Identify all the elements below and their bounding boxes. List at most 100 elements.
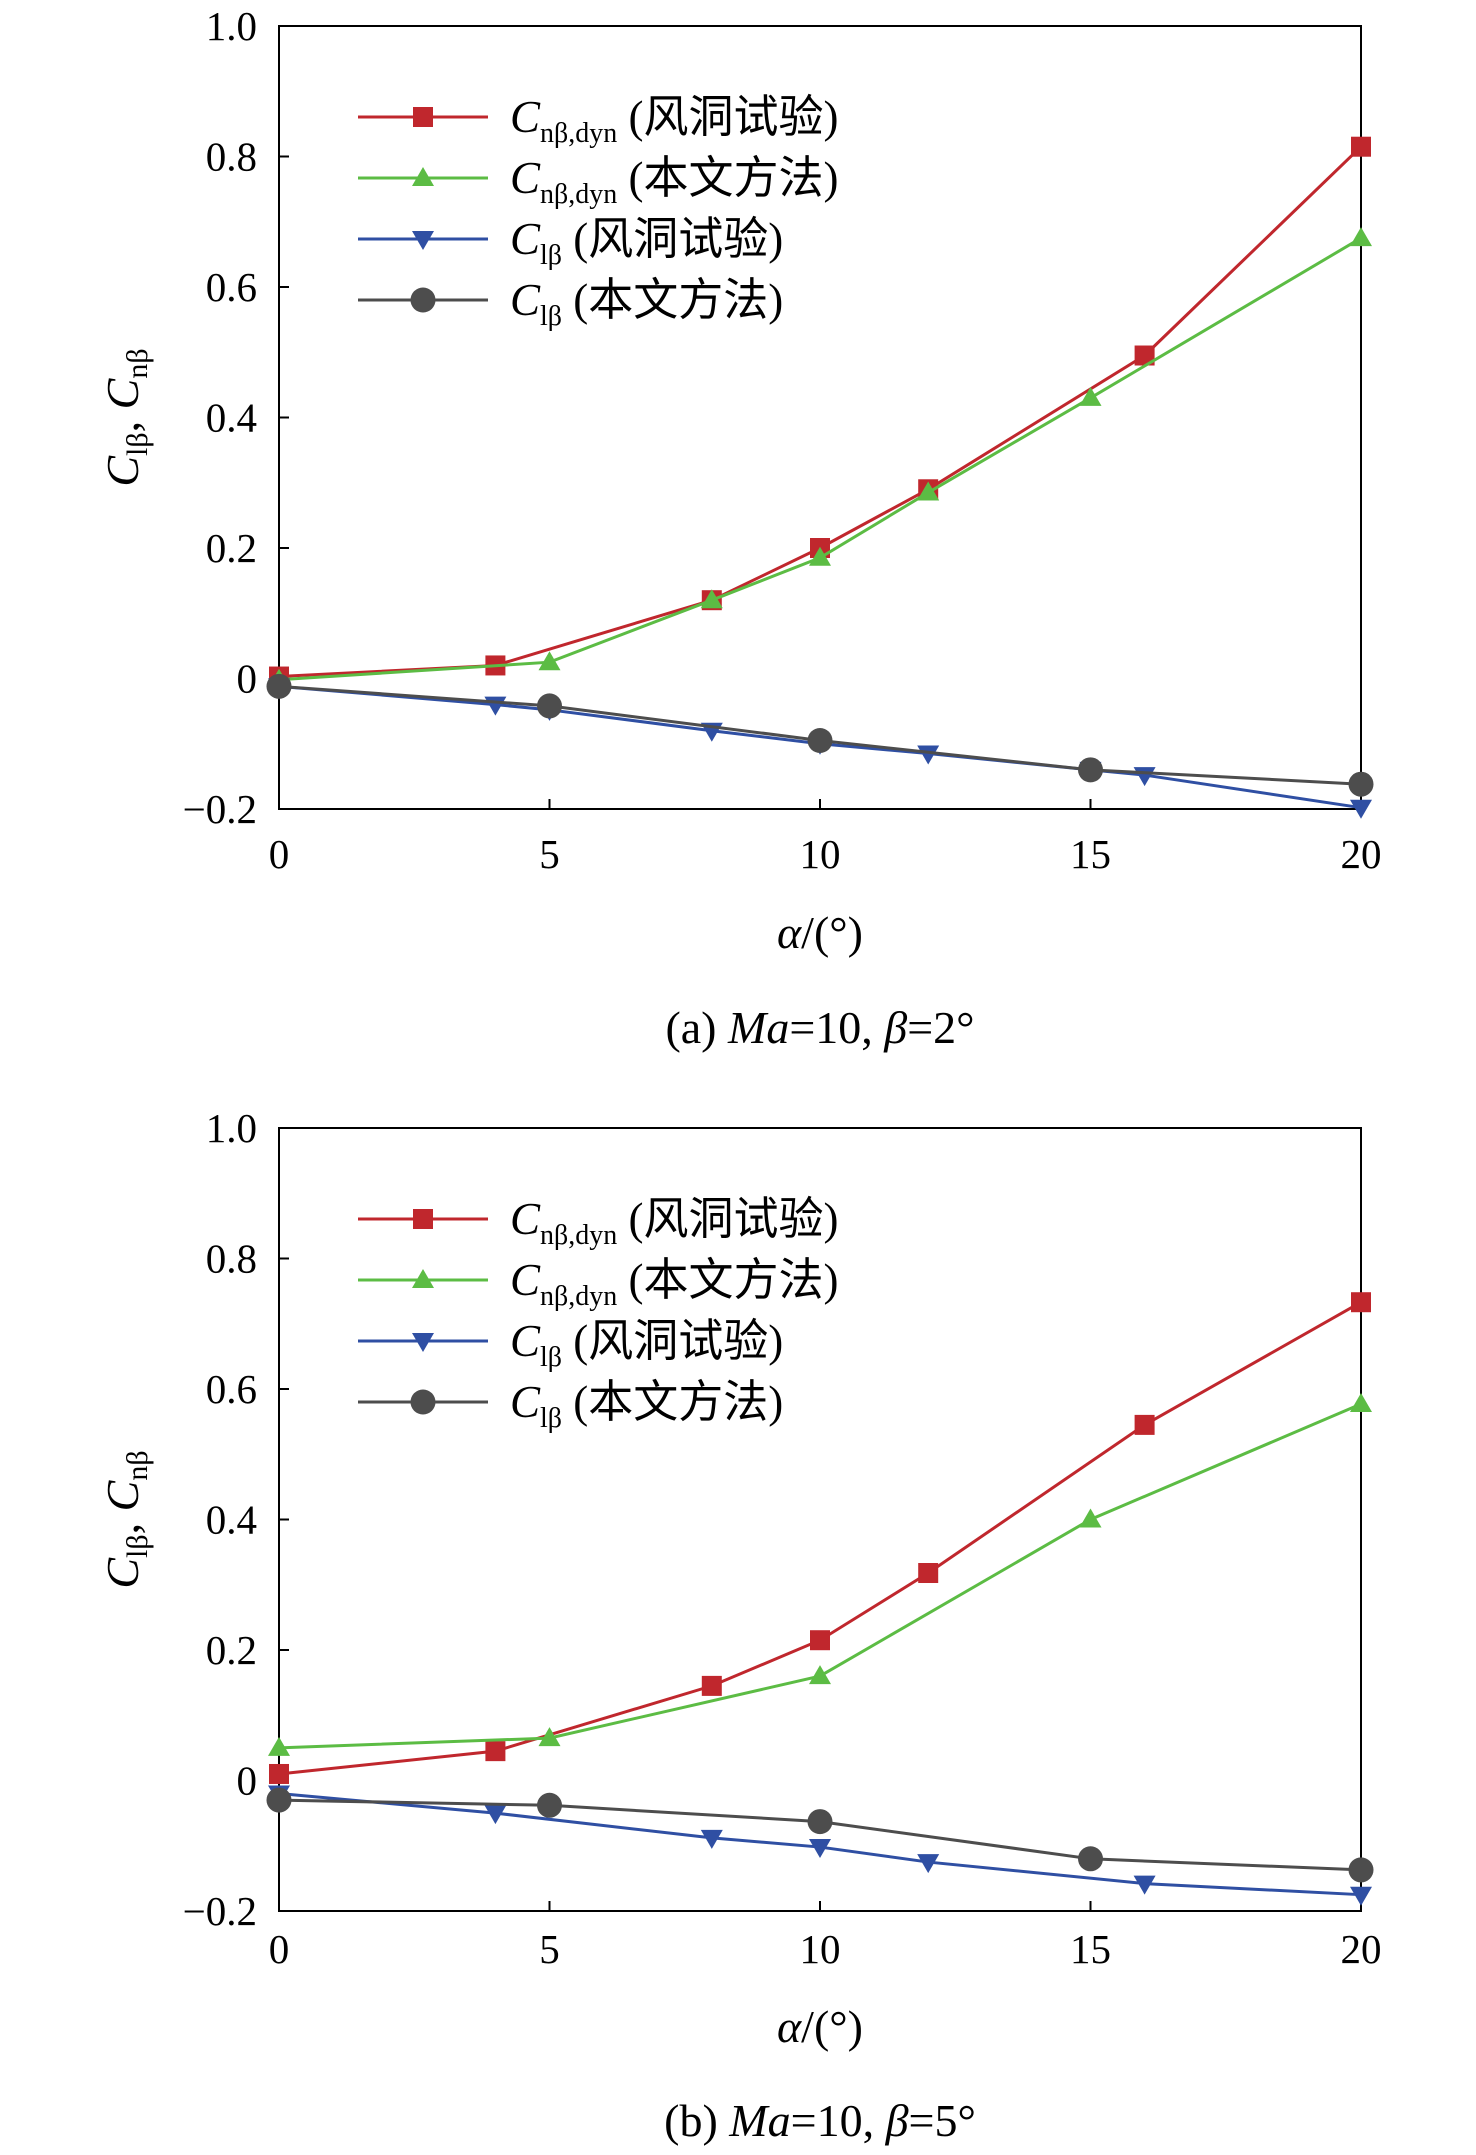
legend-label-sub: nβ,dyn	[540, 118, 617, 149]
data-point	[1350, 227, 1372, 247]
caption-prefix: (b)	[664, 2095, 729, 2146]
y-axis-label-sep: ,	[97, 1511, 148, 1534]
y-tick-label: 1.0	[206, 1105, 257, 1151]
legend-label: Clβ (风洞试验)	[510, 214, 783, 271]
legend-label-sub: lβ	[540, 1403, 562, 1434]
legend-marker	[410, 287, 436, 313]
data-point	[537, 1792, 562, 1818]
y-axis-label-sep: ,	[97, 409, 148, 432]
data-point	[810, 1630, 830, 1651]
caption-rest: =10,	[789, 1002, 884, 1053]
y-axis-label-sub2: nβ	[121, 1450, 154, 1480]
y-tick-label: 0.4	[206, 1497, 257, 1543]
legend-label-sub: nβ,dyn	[540, 1281, 617, 1312]
legend-marker	[410, 1389, 436, 1415]
data-point	[700, 1829, 723, 1849]
caption-rest: =10,	[791, 2095, 886, 2146]
data-point	[1348, 771, 1374, 797]
x-tick-label: 15	[1070, 831, 1111, 877]
legend-marker	[412, 1269, 434, 1288]
data-point	[266, 1787, 292, 1813]
legend-label-sub: lβ	[540, 301, 562, 332]
y-tick-label: 0	[237, 656, 258, 702]
legend-label-c: C	[510, 214, 541, 264]
data-point	[1350, 1886, 1372, 1906]
legend-label: Cnβ,dyn (风洞试验)	[510, 1194, 839, 1251]
data-point	[1348, 1857, 1374, 1883]
legend-label-sub: lβ	[540, 1342, 562, 1373]
x-axis-label: α/(°)	[777, 907, 863, 958]
data-point	[917, 1854, 940, 1874]
data-point	[538, 1727, 561, 1747]
caption-beta: β	[885, 2095, 909, 2146]
y-axis-label-c2: C	[97, 1479, 148, 1511]
legend-label: Cnβ,dyn (风洞试验)	[510, 92, 839, 149]
y-tick-label: 0.2	[206, 525, 257, 571]
series-3: Clβ (本文方法)	[266, 1377, 1374, 1883]
legend-label-sub: nβ,dyn	[540, 179, 617, 210]
legend-label-desc: (本文方法)	[562, 1377, 783, 1427]
chart-panel-b: 0 5 10 15 20 −0.2 0 0.2 0.4 0.6 0.8 1.0 α/(°) Clβ, Cn…	[97, 1105, 1382, 2146]
caption-angle: =5°	[909, 2095, 976, 2146]
legend-marker	[412, 1333, 434, 1352]
legend-label-sub: lβ	[540, 240, 562, 271]
y-axis-label-sub1: lβ	[121, 432, 154, 456]
legend-label-c: C	[510, 1316, 541, 1366]
data-point	[1350, 799, 1372, 819]
figure-caption: (a) Ma=10, β=2°	[665, 1002, 974, 1053]
caption-angle: =2°	[907, 1002, 974, 1053]
data-point	[809, 546, 831, 566]
x-axis-label-unit: /(°)	[801, 907, 863, 958]
data-point	[485, 1741, 506, 1762]
y-tick-label: −0.2	[183, 1888, 257, 1934]
x-tick-label: 5	[539, 831, 560, 877]
x-axis-label-unit: /(°)	[801, 2001, 863, 2052]
legend-marker	[413, 107, 433, 127]
data-point	[1079, 386, 1102, 406]
x-axis-label-var: α	[777, 2001, 802, 2052]
data-point	[700, 589, 723, 609]
y-axis-label-c2: C	[97, 377, 148, 409]
y-tick-label: 0	[237, 1758, 258, 1804]
x-tick-label: 10	[800, 1926, 841, 1972]
data-point	[1133, 1875, 1156, 1895]
legend-label-c: C	[510, 92, 541, 142]
series-line	[278, 1402, 1362, 1750]
legend-label: Clβ (本文方法)	[510, 275, 783, 332]
legend-marker	[412, 231, 434, 250]
y-axis-label-sub1: lβ	[121, 1534, 154, 1558]
data-point	[807, 1809, 833, 1835]
data-point	[1078, 1846, 1103, 1872]
caption-beta: β	[883, 1002, 907, 1053]
legend-label-sub: nβ,dyn	[540, 1220, 617, 1251]
series-1: Cnβ,dyn (本文方法)	[268, 1255, 1372, 1756]
legend-marker	[412, 167, 434, 186]
data-point	[1079, 1508, 1102, 1528]
y-tick-label: 0.2	[206, 1627, 257, 1673]
y-axis-label-c1: C	[97, 455, 148, 487]
data-point	[1351, 136, 1371, 157]
data-point	[268, 1736, 290, 1756]
legend-label-desc: (本文方法)	[617, 153, 838, 203]
x-tick-label: 20	[1341, 831, 1382, 877]
data-point	[1134, 345, 1155, 366]
y-axis-label-c1: C	[97, 1557, 148, 1589]
y-axis-label: Clβ, Cnβ	[97, 1450, 154, 1588]
x-tick-label: 0	[269, 1926, 290, 1972]
data-point	[1078, 757, 1103, 783]
series-line	[278, 1300, 1362, 1776]
x-tick-label: 20	[1341, 1926, 1382, 1972]
data-point	[807, 727, 833, 753]
data-point	[1134, 1414, 1155, 1435]
caption-ma: Ma	[727, 1002, 789, 1053]
legend-label: Cnβ,dyn (本文方法)	[510, 1255, 839, 1312]
legend-label: Clβ (风洞试验)	[510, 1316, 783, 1373]
legend-label-desc: (风洞试验)	[617, 1194, 838, 1244]
plot-frame	[278, 1127, 1362, 1912]
x-axis-label: α/(°)	[777, 2001, 863, 2052]
y-tick-label: 0.6	[206, 264, 257, 310]
series-line	[278, 145, 1363, 679]
data-point	[266, 673, 292, 699]
legend-label-c: C	[510, 153, 541, 203]
